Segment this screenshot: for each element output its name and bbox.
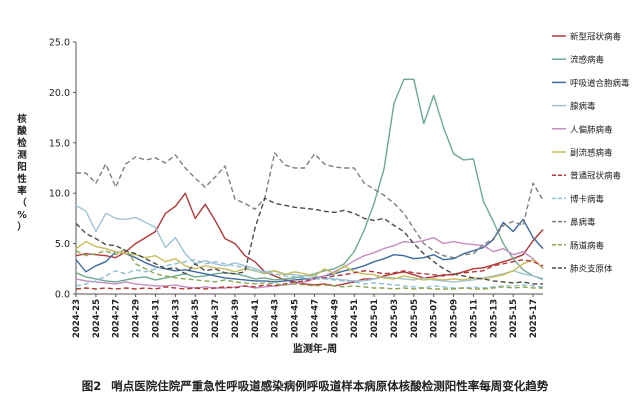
x-tick-label: 2025-11 [469,299,479,338]
legend-entry: 腺病毒 [570,101,596,112]
x-tick-label: 2024-27 [112,299,122,338]
figure-caption-text: 哨点医院住院严重急性呼吸道感染病例呼吸道样本病原体核酸检测阳性率每周变化趋势 [111,379,549,393]
series-line [75,247,543,290]
x-tick-label: 2024-41 [251,299,261,338]
x-tick-label: 2024-29 [132,299,142,338]
x-axis-label: 监测年-周 [293,342,337,355]
x-tick-label: 2024-49 [330,299,340,338]
x-tick-label: 2024-47 [310,299,320,338]
x-tick-label: 2025-03 [390,299,400,338]
x-tick-label: 2024-39 [231,299,241,338]
chart-legend: 新型冠状病毒流感病毒呼吸道合胞病毒腺病毒人偏肺病毒副流感病毒普通冠状病毒博卡病毒… [552,32,630,275]
series-line [75,240,544,281]
x-tick-label: 2025-15 [509,299,519,338]
x-tick-label: 2024-33 [171,299,181,338]
series-line [75,259,544,289]
y-tick-label: 10.0 [49,189,70,200]
x-tick-label: 2024-25 [92,299,102,338]
y-tick-label: 20.0 [49,88,70,99]
y-tick-label: 15.0 [49,138,70,149]
y-tick-label: 5.0 [55,239,70,250]
x-tick-label: 2025-13 [489,299,499,338]
x-tick-label: 2025-09 [450,299,460,338]
legend-entry: 人偏肺病毒 [570,124,613,135]
x-tick-label: 2024-45 [291,299,301,338]
series-line [75,259,544,290]
legend-entry: 鼻病毒 [570,217,596,228]
y-tick-label: 0.0 [55,290,70,301]
figure-caption: 图2 哨点医院住院严重急性呼吸道感染病例呼吸道样本病原体核酸检测阳性率每周变化趋势 [0,378,640,394]
legend-entry: 呼吸道合胞病毒 [570,78,630,89]
series-line [76,152,544,259]
x-tick-label: 2025-07 [430,299,440,338]
x-tick-label: 2024-37 [211,299,221,338]
legend-entry: 博卡病毒 [570,194,605,205]
x-tick-label: 2025-05 [410,299,420,338]
x-tick-label: 2024-23 [72,299,82,338]
legend-entry: 普通冠状病毒 [570,171,622,182]
series-line [75,197,543,285]
y-tick-label: 25.0 [49,38,70,49]
x-tick-label: 2025-17 [529,299,539,338]
x-tick-label: 2024-35 [191,299,201,338]
series-line [75,204,544,283]
legend-entry: 肺炎支原体 [570,264,613,275]
x-tick-label: 2024-31 [151,299,161,338]
legend-entry: 肠道病毒 [570,240,605,251]
legend-entry: 流感病毒 [570,55,605,66]
x-tick-label: 2024-51 [350,299,360,338]
x-tick-label: 2024-43 [271,299,281,338]
legend-entry: 副流感病毒 [570,148,613,159]
y-axis-label: 核酸检测阳性率（%） [17,113,27,233]
x-tick-label: 2025-01 [370,299,380,338]
legend-entry: 新型冠状病毒 [570,32,622,43]
series-line [75,192,544,287]
line-chart: 0.0 5.0 10.0 15.0 20.0 25.0 2024-23 2024-25 2024… [17,32,630,356]
figure-label: 图2 [81,379,102,393]
chart-series [75,78,544,290]
chart-axes: 0.0 5.0 10.0 15.0 20.0 25.0 2024-23 2024-25 2024… [49,38,543,338]
